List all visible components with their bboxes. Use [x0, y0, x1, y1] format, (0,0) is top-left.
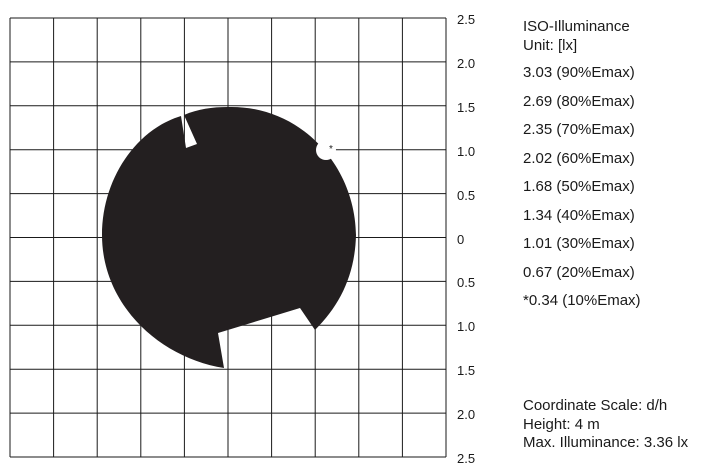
axis-tick-label: 0.5 [457, 275, 476, 291]
mounting-height: Height: 4 m [523, 415, 600, 433]
iso-marker-label: * [329, 144, 333, 155]
legend-item: 3.03 (90%Emax) [523, 64, 635, 81]
legend-item: 1.68 (50%Emax) [523, 178, 635, 195]
legend-item: 1.34 (40%Emax) [523, 206, 635, 224]
axis-tick-label: 1.5 [457, 363, 476, 379]
axis-tick-label: 1.5 [457, 99, 476, 115]
axis-tick-label: 2.0 [457, 407, 476, 423]
axis-tick-label: 2.5 [457, 12, 476, 27]
axis-tick-label: 1.0 [457, 143, 476, 159]
legend-item: 2.69 (80%Emax) [523, 92, 635, 110]
iso-contour-region [102, 106, 356, 369]
legend-item: 0.67 (20%Emax) [523, 263, 635, 281]
legend-unit: Unit: [lx] [523, 37, 578, 54]
legend-item: 2.35 (70%Emax) [523, 121, 635, 138]
coordinate-scale: Coordinate Scale: d/h [523, 397, 668, 414]
plot-info: Coordinate Scale: d/h Height: 4 m Max. I… [523, 397, 688, 453]
legend-title: ISO-Illuminance [523, 18, 630, 35]
legend-item: *0.34 (10%Emax) [523, 292, 641, 309]
legend-item: 1.01 (30%Emax) [523, 235, 635, 252]
iso-marker-dot [316, 140, 336, 160]
axis-tick-label: 0.5 [457, 187, 476, 203]
axis-tick-label: 0 [457, 231, 465, 247]
legend-item: 2.02 (60%Emax) [523, 149, 635, 167]
legend-list: 3.03 (90%Emax) 2.69 (80%Emax) 2.35 (70%Ema… [523, 63, 641, 320]
max-illuminance: Max. Illuminance: 3.36 lx [523, 434, 689, 451]
legend: ISO-Illuminance Unit: [lx] 3.03 (90%Emax… [523, 17, 641, 320]
axis-tick-label: 1.0 [457, 319, 476, 335]
axis-tick-label: 2.0 [457, 55, 476, 71]
